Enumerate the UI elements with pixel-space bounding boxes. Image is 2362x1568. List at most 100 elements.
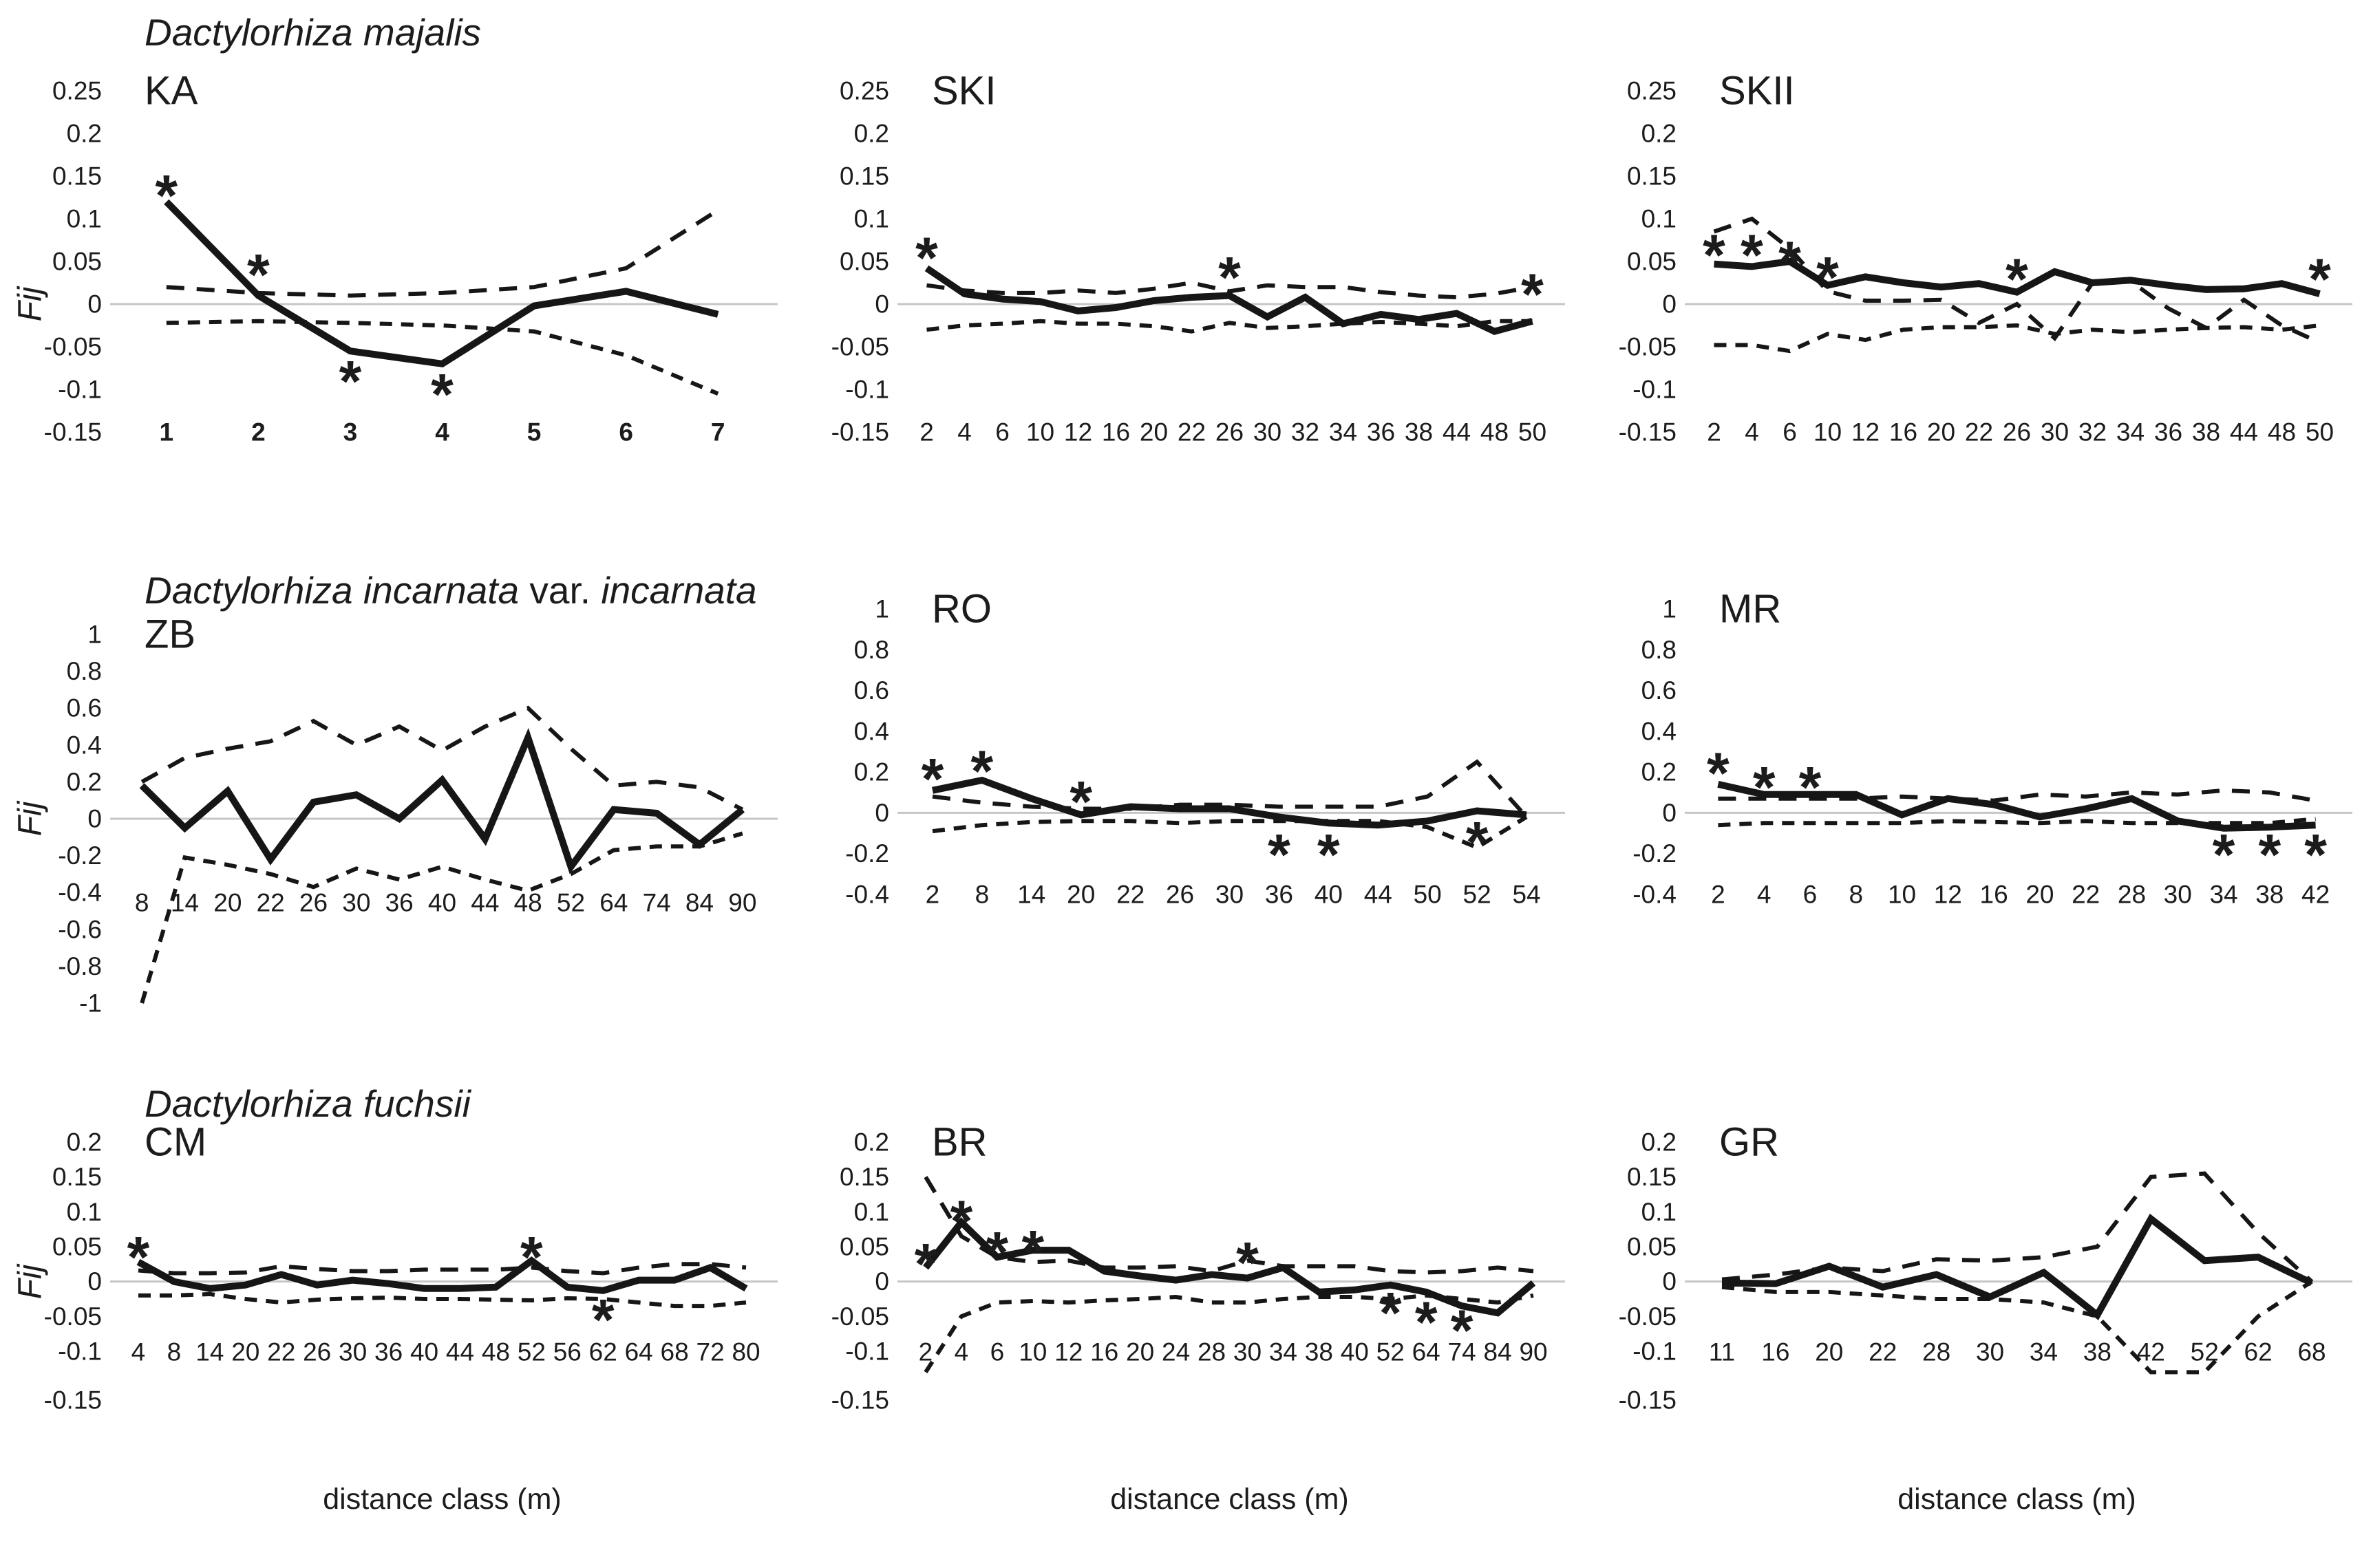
x-tick-label: 14 xyxy=(195,1338,224,1366)
y-tick-label: -0.1 xyxy=(845,376,889,404)
significance-asterisk: * xyxy=(520,1225,543,1289)
y-tick-label: 0.4 xyxy=(854,717,889,745)
significance-asterisk: * xyxy=(155,163,178,228)
x-tick-label: 4 xyxy=(955,1338,969,1366)
x-tick-label: 16 xyxy=(1889,418,1917,447)
y-tick-label: -0.15 xyxy=(1619,1386,1677,1415)
x-tick-label: 34 xyxy=(2209,881,2237,909)
y-tick-label: 0.05 xyxy=(52,1233,102,1261)
significance-asterisk: * xyxy=(1707,740,1730,805)
x-tick-label: 2 xyxy=(1711,881,1725,909)
x-tick-label: 11 xyxy=(1709,1338,1735,1366)
x-tick-label: 32 xyxy=(2078,418,2107,447)
x-tick-label: 8 xyxy=(1849,881,1863,909)
chart-SKII: 0.25 0.2 0.15 0.1 0.05 0 -0.05 -0.1 -0.15 2 4 6 10 12… xyxy=(1619,69,2352,447)
significance-asterisk: * xyxy=(1021,1218,1044,1283)
x-tick-label: 24 xyxy=(1162,1338,1190,1366)
main-kinship-line xyxy=(164,199,719,368)
y-tick-label: 0.05 xyxy=(52,248,102,276)
y-tick-label: -0.6 xyxy=(58,915,102,943)
x-tick-label: 36 xyxy=(374,1338,403,1366)
y-tick-label: 0.1 xyxy=(1641,205,1677,233)
x-tick-label: 90 xyxy=(728,889,756,917)
x-tick-label: 84 xyxy=(1484,1338,1512,1366)
y-tick-label: 0.05 xyxy=(840,248,889,276)
significance-asterisk: * xyxy=(1218,245,1241,310)
x-tick-label: 1 xyxy=(159,418,173,447)
lower-ci-line xyxy=(1721,1280,2313,1375)
y-tick-label: 0.6 xyxy=(1641,676,1677,705)
x-tick-label: 68 xyxy=(2297,1338,2326,1366)
x-tick-label: 36 xyxy=(1265,881,1293,909)
chart-cell-GR: 0.2 0.15 0.1 0.05 0 -0.05 -0.1 -0.15 11 16 20 22 28 3… xyxy=(1575,1045,2362,1568)
significance-asterisk: * xyxy=(1415,1289,1438,1354)
y-tick-label: 0 xyxy=(1662,799,1677,827)
x-tick-label: 36 xyxy=(1367,418,1395,447)
significance-asterisk: * xyxy=(1816,245,1839,310)
y-tick-label: 1 xyxy=(1662,595,1677,623)
upper-ci-line xyxy=(932,759,1529,819)
significance-asterisk: * xyxy=(431,362,454,427)
significance-asterisk: * xyxy=(1379,1280,1402,1345)
x-tick-label: 44 xyxy=(1443,418,1471,447)
x-tick-label: 20 xyxy=(1126,1338,1154,1366)
x-tick-label: 30 xyxy=(1253,418,1281,447)
x-tick-label: 30 xyxy=(342,889,370,917)
lower-ci-line xyxy=(140,831,743,1004)
x-tick-label: 48 xyxy=(1480,418,1509,447)
y-tick-label: 0.4 xyxy=(1641,717,1677,745)
significance-asterisk: * xyxy=(2308,246,2331,311)
y-tick-label: -0.05 xyxy=(44,1302,102,1331)
x-tick-label: 64 xyxy=(1412,1338,1440,1366)
y-tick-label: 0.2 xyxy=(854,1128,889,1157)
x-tick-label: 3 xyxy=(343,418,358,447)
upper-ci-line xyxy=(138,1262,747,1276)
significance-asterisk: * xyxy=(2213,822,2235,887)
fij-axis-label: Fij xyxy=(12,286,49,321)
x-tick-label: 64 xyxy=(599,889,628,917)
chart-KA: 0.25 0.2 0.15 0.1 0.05 0 -0.05 -0.1 -0.15 1 2 3 4 5 6 7… xyxy=(12,11,778,447)
significance-asterisk: * xyxy=(1741,223,1763,288)
significance-asterisk: * xyxy=(1268,822,1290,887)
y-tick-label: -0.05 xyxy=(1619,1302,1677,1331)
x-tick-label: 50 xyxy=(2306,418,2334,447)
x-tick-label: 22 xyxy=(257,889,285,917)
x-tick-label: 10 xyxy=(1026,418,1054,447)
y-tick-label: -0.4 xyxy=(1632,881,1677,909)
x-tick-label: 8 xyxy=(975,881,990,909)
distance-class-axis-label: distance class (m) xyxy=(1897,1483,2136,1516)
x-tick-label: 90 xyxy=(1519,1338,1547,1366)
y-tick-label: 0 xyxy=(875,290,889,319)
upper-ci-line xyxy=(926,280,1533,300)
y-tick-label: 0.2 xyxy=(67,1128,102,1157)
significance-asterisk: * xyxy=(971,738,994,803)
y-tick-label: -0.1 xyxy=(845,1338,889,1366)
y-tick-label: 0.8 xyxy=(1641,636,1677,664)
y-tick-label: -1 xyxy=(79,989,102,1018)
chart-code-label: SKI xyxy=(932,69,997,114)
x-tick-label: 20 xyxy=(1927,418,1955,447)
x-tick-label: 22 xyxy=(1116,881,1145,909)
y-tick-label: 0.1 xyxy=(67,1198,102,1226)
x-tick-label: 12 xyxy=(1934,881,1962,909)
x-tick-label: 12 xyxy=(1054,1338,1083,1366)
y-tick-label: -0.05 xyxy=(831,1302,889,1331)
x-tick-label: 44 xyxy=(446,1338,474,1366)
x-tick-label: 52 xyxy=(1376,1338,1405,1366)
x-tick-label: 72 xyxy=(696,1338,725,1366)
x-tick-label: 22 xyxy=(267,1338,295,1366)
x-tick-label: 68 xyxy=(661,1338,689,1366)
y-tick-label: -0.15 xyxy=(831,1386,889,1415)
y-tick-label: 0.15 xyxy=(52,1163,102,1191)
y-tick-label: 0.2 xyxy=(67,768,102,796)
x-tick-label: 16 xyxy=(1102,418,1130,447)
x-tick-label: 44 xyxy=(1364,881,1392,909)
x-tick-label: 26 xyxy=(2003,418,2031,447)
x-tick-label: 20 xyxy=(2025,881,2054,909)
x-tick-label: 28 xyxy=(2118,881,2146,909)
x-tick-label: 8 xyxy=(167,1338,182,1366)
fij-axis-label: Fij xyxy=(12,800,49,836)
chart-cell-CM: 0.2 0.15 0.1 0.05 0 -0.05 -0.1 -0.15 4 8 14 20 22 26 3… xyxy=(0,1045,787,1568)
x-tick-label: 26 xyxy=(1166,881,1194,909)
x-tick-label: 44 xyxy=(471,889,499,917)
